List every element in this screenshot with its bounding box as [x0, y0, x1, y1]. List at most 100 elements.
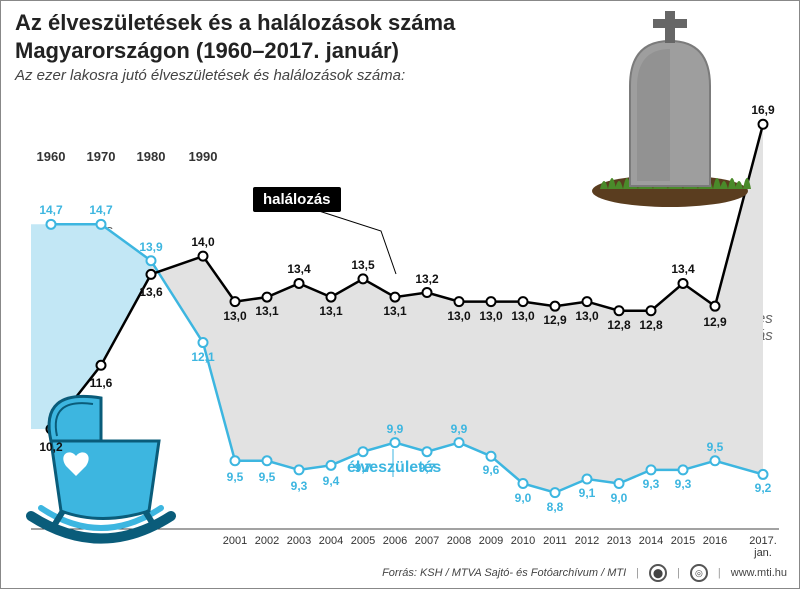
marker-birth	[647, 465, 656, 474]
year-label: 2015	[671, 535, 695, 547]
year-label: 2005	[351, 535, 375, 547]
chart-frame: Az élveszületések és a halálozások száma…	[0, 0, 800, 589]
value-label: 13,4	[671, 262, 694, 276]
marker-death	[359, 274, 368, 283]
value-label: 14,7	[89, 203, 112, 217]
value-label: 14,7	[39, 203, 62, 217]
marker-birth	[391, 438, 400, 447]
marker-birth	[583, 474, 592, 483]
decade-label: 1980	[137, 149, 166, 164]
value-label: 9,3	[675, 477, 692, 491]
year-label: 2014	[639, 535, 663, 547]
marker-birth	[423, 447, 432, 456]
value-label: 13,1	[255, 304, 278, 318]
marker-birth	[295, 465, 304, 474]
value-label: 13,0	[223, 309, 246, 323]
marker-death	[147, 270, 156, 279]
value-label: 9,7	[355, 461, 372, 475]
marker-birth	[455, 438, 464, 447]
footer-logo-2: ◎	[690, 564, 708, 582]
value-label: 9,0	[611, 491, 628, 505]
value-label: 9,5	[707, 440, 724, 454]
marker-death	[391, 293, 400, 302]
value-label: 14,0	[191, 235, 214, 249]
marker-death	[263, 293, 272, 302]
marker-death	[487, 297, 496, 306]
footer: Forrás: KSH / MTVA Sajtó- és Fotóarchívu…	[382, 564, 787, 582]
year-label: 2006	[383, 535, 407, 547]
marker-birth	[97, 220, 106, 229]
value-label: 13,0	[447, 309, 470, 323]
marker-birth	[759, 470, 768, 479]
value-label: 9,1	[579, 486, 596, 500]
value-label: 11,6	[90, 376, 113, 390]
footer-site: www.mti.hu	[731, 567, 787, 579]
value-label: 16,9	[751, 103, 774, 117]
gravestone-icon	[592, 11, 751, 207]
year-label: 2013	[607, 535, 631, 547]
year-label: 2001	[223, 535, 247, 547]
marker-birth	[199, 338, 208, 347]
value-label: 9,6	[483, 463, 500, 477]
year-label: 2008	[447, 535, 471, 547]
marker-death	[551, 302, 560, 311]
year-label: 2007	[415, 535, 439, 547]
marker-death	[327, 293, 336, 302]
value-label: 13,9	[139, 240, 162, 254]
marker-birth	[263, 456, 272, 465]
marker-death	[519, 297, 528, 306]
value-label: 9,3	[643, 477, 660, 491]
marker-death	[455, 297, 464, 306]
value-label: 12,1	[191, 350, 214, 364]
marker-birth	[519, 479, 528, 488]
value-label: 12,8	[639, 318, 662, 332]
marker-death	[615, 306, 624, 315]
marker-death	[679, 279, 688, 288]
marker-birth	[147, 256, 156, 265]
decade-label: 1970	[87, 149, 116, 164]
value-label: 13,5	[351, 258, 374, 272]
value-label: 13,2	[415, 272, 438, 286]
decade-label: 1960	[37, 149, 66, 164]
marker-death	[711, 302, 720, 311]
line-chart	[1, 1, 800, 589]
marker-birth	[327, 461, 336, 470]
marker-birth	[231, 456, 240, 465]
value-label: 9,9	[387, 422, 404, 436]
year-label: 2003	[287, 535, 311, 547]
marker-birth	[679, 465, 688, 474]
footer-source: Forrás: KSH / MTVA Sajtó- és Fotóarchívu…	[382, 567, 626, 579]
value-label: 13,0	[575, 309, 598, 323]
value-label: 9,7	[419, 461, 436, 475]
value-label: 12,8	[607, 318, 630, 332]
marker-death	[647, 306, 656, 315]
marker-death	[583, 297, 592, 306]
value-label: 12,9	[543, 313, 566, 327]
value-label: 13,6	[139, 285, 162, 299]
value-label: 13,4	[287, 262, 310, 276]
year-label: 2012	[575, 535, 599, 547]
marker-birth	[711, 456, 720, 465]
value-label: 8,8	[547, 500, 564, 514]
marker-birth	[615, 479, 624, 488]
value-label: 9,5	[259, 470, 276, 484]
marker-birth	[551, 488, 560, 497]
year-label: 2016	[703, 535, 727, 547]
footer-logo-1: ⬤	[649, 564, 667, 582]
year-label: 2010	[511, 535, 535, 547]
value-label: 9,3	[291, 479, 308, 493]
marker-death	[199, 252, 208, 261]
value-label: 9,5	[227, 470, 244, 484]
marker-death	[97, 361, 106, 370]
marker-birth	[359, 447, 368, 456]
value-label: 9,9	[451, 422, 468, 436]
year-label: 2004	[319, 535, 343, 547]
year-label: 2009	[479, 535, 503, 547]
marker-birth	[47, 220, 56, 229]
cradle-icon	[31, 396, 171, 538]
value-label: 13,0	[511, 309, 534, 323]
marker-death	[295, 279, 304, 288]
value-label: 10,2	[39, 440, 62, 454]
year-label: 2002	[255, 535, 279, 547]
value-label: 13,0	[479, 309, 502, 323]
